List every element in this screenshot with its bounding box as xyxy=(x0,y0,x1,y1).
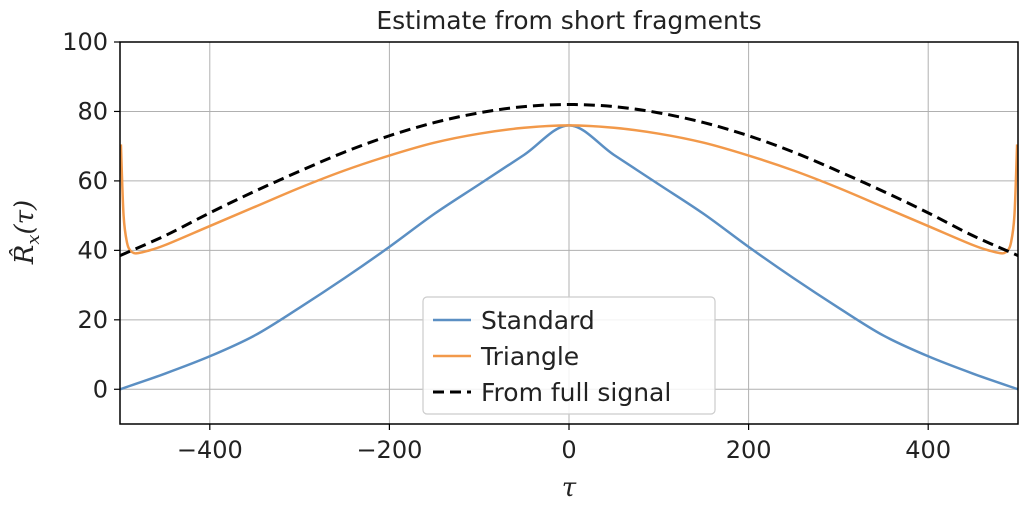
x-axis-title: τ xyxy=(562,473,577,503)
y-axis-title-base: R̂ xyxy=(9,245,40,266)
legend-label-triangle: Triangle xyxy=(480,342,579,371)
y-tick-label: 100 xyxy=(62,28,108,56)
y-tick-label: 0 xyxy=(93,375,108,403)
legend-label-full-signal: From full signal xyxy=(481,378,671,407)
y-axis-title-arg: (τ) xyxy=(10,200,40,235)
x-tick-label: −400 xyxy=(177,436,243,464)
series-line-triangle xyxy=(119,124,1019,255)
x-tick-label: 200 xyxy=(726,436,772,464)
x-tick-label: −200 xyxy=(356,436,422,464)
x-tick-label: 400 xyxy=(905,436,951,464)
legend: Standard Triangle From full signal xyxy=(422,296,716,415)
legend-label-standard: Standard xyxy=(481,306,595,335)
axis-ticks: −400 −200 0 200 400 0 20 40 60 80 100 xyxy=(62,28,951,464)
x-tick-label: 0 xyxy=(561,436,576,464)
y-tick-label: 80 xyxy=(77,97,108,125)
y-axis-title-sub: x xyxy=(23,234,44,244)
series-line-full-signal xyxy=(119,103,1019,257)
y-tick-label: 40 xyxy=(77,236,108,264)
chart-title: Estimate from short fragments xyxy=(376,6,761,35)
y-tick-label: 20 xyxy=(77,306,108,334)
y-axis-title: R̂x(τ) xyxy=(9,200,44,265)
series-lines xyxy=(119,103,1019,391)
y-tick-label: 60 xyxy=(77,167,108,195)
legend-box xyxy=(422,296,716,415)
